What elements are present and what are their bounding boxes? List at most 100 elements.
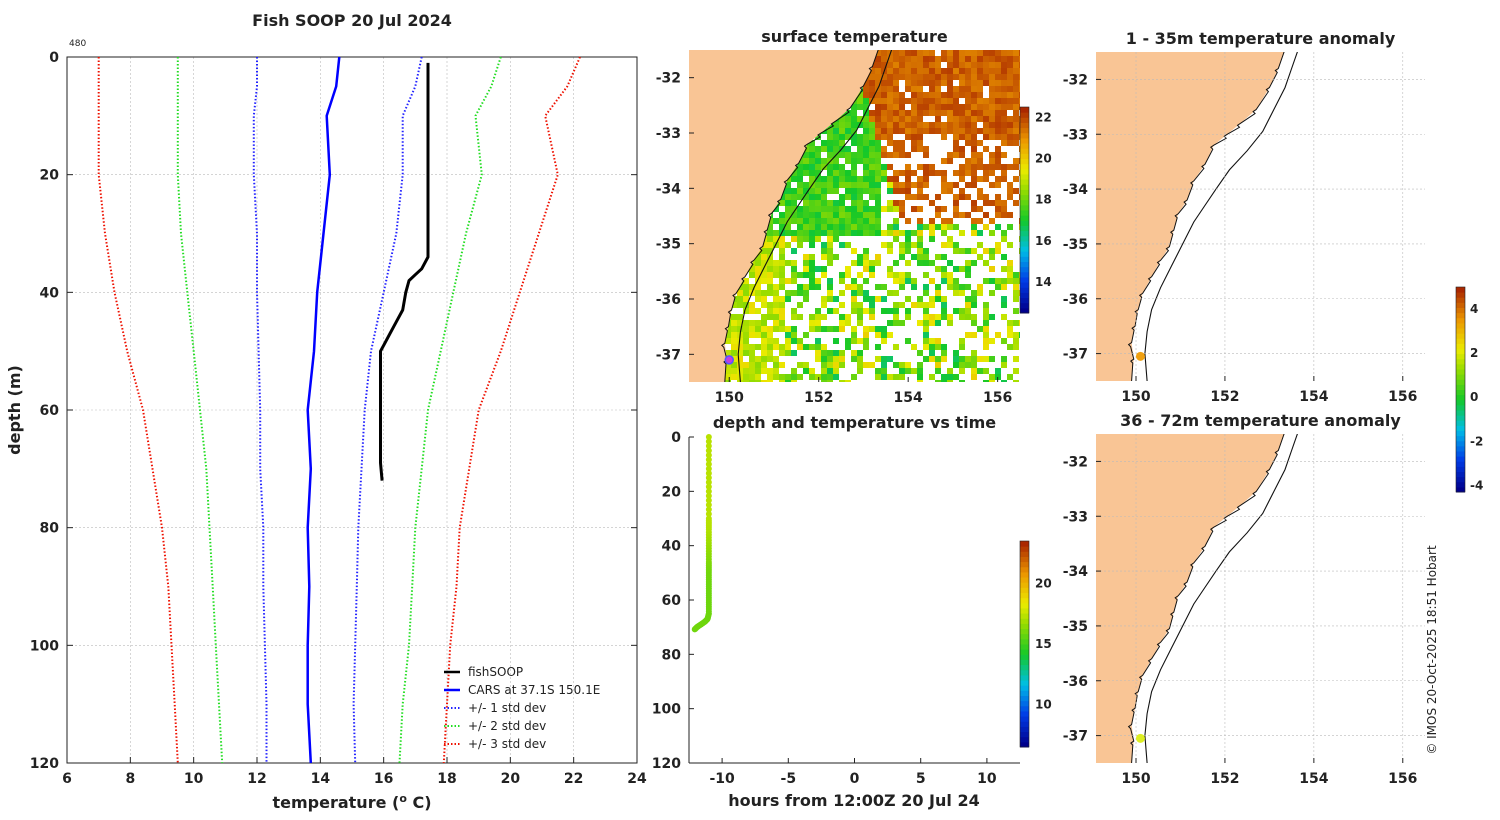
colorbar-segment <box>1020 700 1029 707</box>
sst-cell <box>863 146 869 152</box>
sst-cell <box>857 284 863 290</box>
sst-cell <box>851 188 857 194</box>
sst-cell <box>893 110 899 116</box>
sst-cell <box>1007 122 1013 128</box>
sst-cell <box>869 230 875 236</box>
sst-cell <box>971 200 977 206</box>
sst-cell <box>857 212 863 218</box>
sst-cell <box>797 230 803 236</box>
sst-cell <box>839 362 845 368</box>
sst-cell <box>899 212 905 218</box>
sst-cell <box>953 356 959 362</box>
sst-cell <box>941 98 947 104</box>
sst-cell <box>869 314 875 320</box>
sst-cell <box>869 152 875 158</box>
x-tick-label: 0 <box>850 771 860 787</box>
sst-cell <box>875 98 881 104</box>
sst-cell <box>821 182 827 188</box>
sst-cell <box>887 200 893 206</box>
sst-cell <box>857 224 863 230</box>
sst-cell <box>1013 128 1019 134</box>
sst-cell <box>1001 92 1007 98</box>
station-marker <box>1135 733 1145 743</box>
sst-cell <box>881 110 887 116</box>
sst-cell <box>845 122 851 128</box>
sst-cell <box>989 374 995 380</box>
sst-cell <box>959 164 965 170</box>
sst-cell <box>851 122 857 128</box>
sst-cell <box>1001 212 1007 218</box>
sst-cell <box>809 266 815 272</box>
sst-cell <box>1001 104 1007 110</box>
colorbar-segment <box>1456 399 1465 406</box>
sst-cell <box>899 122 905 128</box>
sst-cell <box>815 350 821 356</box>
sst-cell <box>965 74 971 80</box>
sst-cell <box>929 98 935 104</box>
sst-cell <box>761 242 767 248</box>
sst-cell <box>983 200 989 206</box>
sst-cell <box>731 368 737 374</box>
sst-cell <box>935 368 941 374</box>
sst-cell <box>845 128 851 134</box>
sst-cell <box>953 92 959 98</box>
sst-cell <box>983 380 989 382</box>
sst-cell <box>797 362 803 368</box>
sst-cell <box>929 62 935 68</box>
track-point <box>705 470 712 477</box>
sst-cell <box>869 308 875 314</box>
sst-cell <box>731 314 737 320</box>
sst-cell <box>965 272 971 278</box>
sst-cell <box>875 284 881 290</box>
sst-cell <box>857 98 863 104</box>
sst-cell <box>947 110 953 116</box>
sst-cell <box>893 104 899 110</box>
sst-cell <box>923 314 929 320</box>
sst-cell <box>743 344 749 350</box>
sst-cell <box>875 200 881 206</box>
sst-cell <box>917 188 923 194</box>
sst-cell <box>923 80 929 86</box>
sst-cell <box>953 206 959 212</box>
sst-cell <box>941 356 947 362</box>
sst-cell <box>935 290 941 296</box>
sst-cell <box>935 122 941 128</box>
y-tick-label: -33 <box>1063 509 1088 525</box>
sst-cell <box>743 332 749 338</box>
sst-cell <box>965 98 971 104</box>
sst-cell <box>887 86 893 92</box>
sst-cell <box>743 284 749 290</box>
sst-cell <box>797 314 803 320</box>
sst-cell <box>1013 140 1019 146</box>
colorbar-segment <box>1020 137 1029 144</box>
sst-cell <box>983 116 989 122</box>
series-line-cars-at-37-1s-150-1e <box>306 56 341 764</box>
sst-cell <box>839 218 845 224</box>
sst-cell <box>815 188 821 194</box>
sst-cell <box>767 230 773 236</box>
sst-cell <box>779 266 785 272</box>
sst-cell <box>821 158 827 164</box>
sst-cell <box>875 344 881 350</box>
sst-cell <box>893 122 899 128</box>
sst-cell <box>965 68 971 74</box>
sst-cell <box>989 86 995 92</box>
sst-cell <box>905 218 911 224</box>
sst-cell <box>995 98 1001 104</box>
sst-cell <box>923 92 929 98</box>
sst-cell <box>779 224 785 230</box>
sst-cell <box>839 206 845 212</box>
colorbar-segment <box>1456 445 1465 452</box>
sst-cell <box>827 242 833 248</box>
sst-cell <box>899 98 905 104</box>
sst-cell <box>989 116 995 122</box>
sst-cell <box>827 212 833 218</box>
colorbar-segment <box>1456 363 1465 370</box>
sst-cell <box>821 176 827 182</box>
sst-cell <box>929 320 935 326</box>
colorbar-segment <box>1456 481 1465 488</box>
sst-cell <box>851 332 857 338</box>
sst-cell <box>965 122 971 128</box>
sst-cell <box>953 278 959 284</box>
sst-cell <box>887 266 893 272</box>
